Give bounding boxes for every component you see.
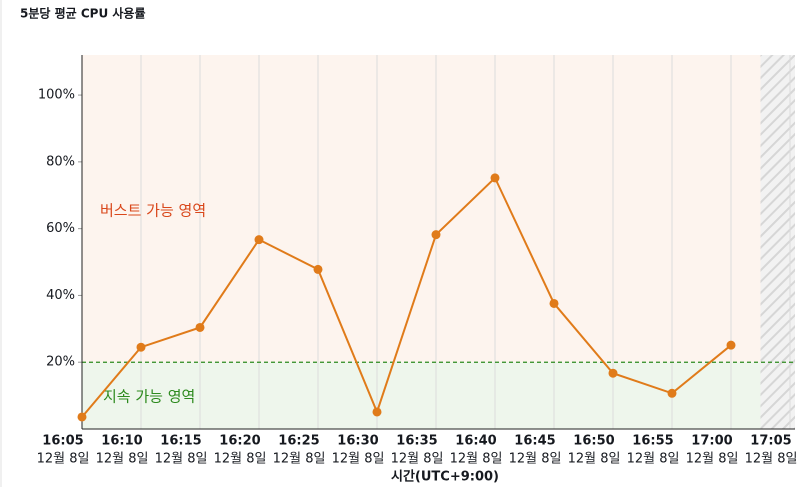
chart-title: 5분당 평균 CPU 사용률: [20, 6, 146, 21]
data-point: [667, 388, 677, 398]
x-tick-label: 17:05: [750, 434, 791, 449]
data-point: [490, 173, 500, 183]
x-tick-sublabel: 12월 8일: [214, 452, 267, 467]
data-point: [431, 230, 441, 240]
x-tick-sublabel: 12월 8일: [627, 452, 680, 467]
burst-zone: [82, 55, 795, 363]
x-tick-sublabel: 12월 8일: [509, 452, 562, 467]
x-tick-label: 16:50: [573, 434, 614, 449]
data-point: [549, 298, 559, 308]
x-tick-label: 16:40: [455, 434, 496, 449]
data-point: [254, 235, 264, 245]
y-tick-label: 60%: [46, 221, 75, 236]
data-point: [77, 412, 87, 422]
data-point: [372, 407, 382, 417]
x-tick-label: 16:45: [514, 434, 555, 449]
data-point: [313, 264, 323, 274]
x-tick-sublabel: 12월 8일: [273, 452, 326, 467]
data-point: [608, 368, 618, 378]
x-tick-label: 16:20: [219, 434, 260, 449]
x-tick-sublabel: 12월 8일: [686, 452, 739, 467]
no-data-zone: [760, 55, 795, 429]
x-tick-label: 16:55: [632, 434, 673, 449]
x-axis-label: 시간(UTC+9:00): [391, 469, 499, 485]
y-tick-label: 80%: [46, 154, 75, 169]
x-tick-sublabel: 12월 8일: [745, 452, 798, 467]
data-point: [136, 342, 146, 352]
sustain-label: 지속 가능 영역: [103, 388, 195, 406]
x-tick-sublabel: 12월 8일: [450, 452, 503, 467]
data-point: [195, 322, 205, 332]
x-tick-sublabel: 12월 8일: [332, 452, 385, 467]
x-tick-label: 16:25: [278, 434, 319, 449]
series-line: [81, 176, 732, 418]
data-point: [726, 340, 736, 350]
x-tick-label: 16:15: [160, 434, 201, 449]
burst-label: 버스트 가능 영역: [100, 202, 206, 220]
x-tick-label: 16:30: [337, 434, 378, 449]
x-tick-sublabel: 12월 8일: [37, 452, 90, 467]
y-tick-label: 40%: [46, 288, 75, 303]
x-tick-sublabel: 12월 8일: [568, 452, 621, 467]
x-tick-label: 17:00: [691, 434, 732, 449]
x-tick-label: 16:10: [101, 434, 142, 449]
sustain-zone: [82, 362, 795, 429]
y-tick-label: 100%: [38, 88, 75, 103]
x-tick-label: 16:35: [396, 434, 437, 449]
x-tick-sublabel: 12월 8일: [391, 452, 444, 467]
x-tick-sublabel: 12월 8일: [155, 452, 208, 467]
x-tick-sublabel: 12월 8일: [96, 452, 149, 467]
x-tick-label: 16:05: [42, 434, 83, 449]
y-tick-label: 20%: [46, 355, 75, 370]
